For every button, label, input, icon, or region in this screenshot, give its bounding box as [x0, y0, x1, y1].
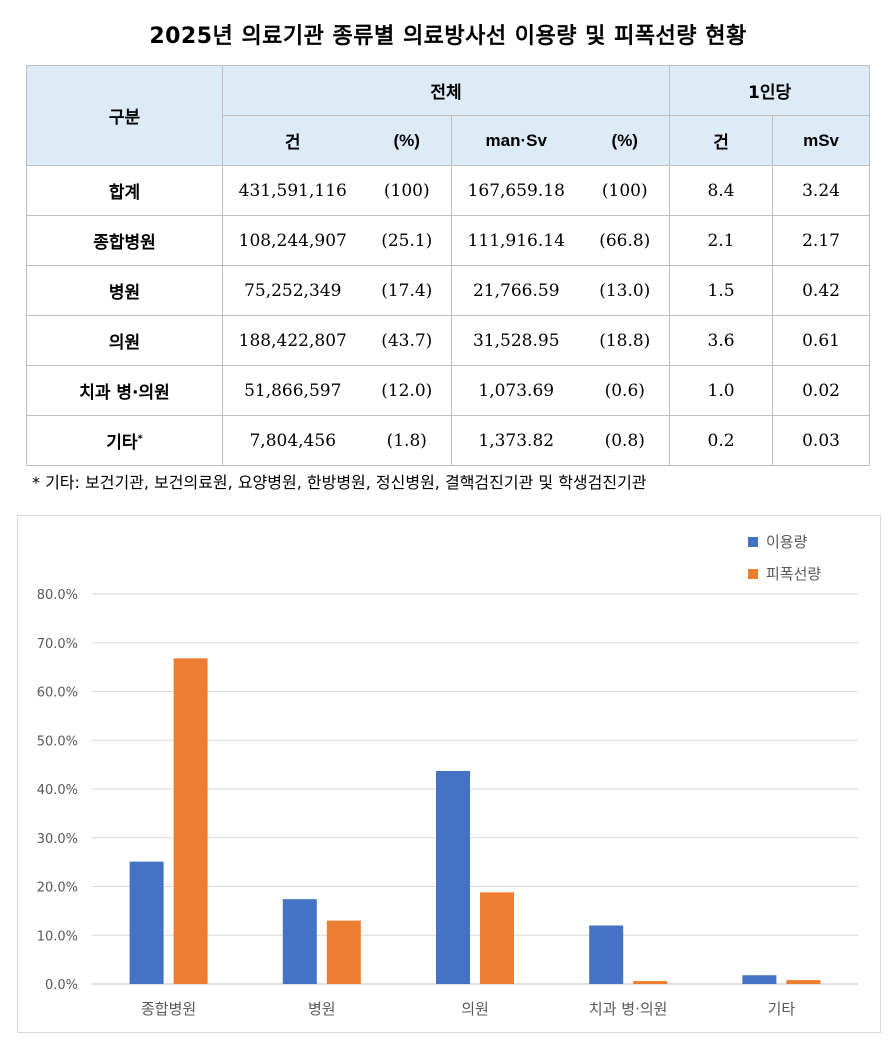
page-title: 2025년 의료기관 종류별 의료방사선 이용량 및 피폭선량 현황 [149, 24, 747, 49]
cell-count-percent: (25.1) [362, 215, 452, 266]
cell-per-capita-count: 1.5 [669, 265, 774, 316]
row-label: 합계 [26, 165, 223, 216]
cell-per-capita-dose: 3.24 [772, 165, 871, 216]
x-tick-label: 치과 병·의원 [589, 1000, 668, 1018]
bar-usage [589, 925, 624, 984]
table-row: 기타* 7,804,456 (1.8) 1,373.82 (0.8) 0.2 0… [26, 415, 871, 466]
x-axis-ticks: 종합병원 병원 의원 치과 병·의원 기타 [141, 1000, 795, 1018]
y-tick-label: 50.0% [37, 734, 78, 749]
bar-chart: 0.0% 10.0% 20.0% 30.0% 40.0% 50.0% 60.0% 70.0% 8… [37, 533, 858, 1018]
cell-count-percent: (100) [362, 165, 452, 216]
footnote: * 기타: 보건기관, 보건의료원, 요양병원, 한방병원, 정신병원, 결핵검… [32, 473, 647, 492]
bar-dose [633, 981, 668, 984]
subheader-dose-percent: (%) [580, 115, 671, 166]
y-tick-label: 40.0% [37, 783, 78, 798]
cell-per-capita-count: 0.2 [669, 415, 774, 466]
bar-dose [480, 892, 514, 984]
table-row: 병원 75,252,349 (17.4) 21,766.59 (13.0) 1.… [26, 265, 871, 316]
bar-usage [742, 975, 777, 984]
cell-count-percent: (17.4) [362, 265, 452, 316]
y-tick-label: 0.0% [45, 978, 78, 993]
cell-count: 7,804,456 [222, 415, 363, 466]
cell-dose: 111,916.14 [451, 215, 581, 266]
header-category: 구분 [26, 65, 223, 166]
cell-dose-percent: (66.8) [580, 215, 671, 266]
cell-count: 75,252,349 [222, 265, 363, 316]
gridlines [92, 593, 858, 985]
cell-dose-percent: (18.8) [580, 315, 671, 366]
subheader-per-capita-count: 건 [669, 115, 774, 166]
bar-usage [282, 899, 317, 984]
cell-per-capita-count: 8.4 [669, 165, 774, 216]
bar-dose [173, 658, 208, 984]
subheader-dose: man·Sv [451, 115, 581, 166]
legend-label: 피폭선량 [766, 565, 821, 583]
cell-dose: 1,373.82 [451, 415, 581, 466]
cell-dose-percent: (13.0) [580, 265, 671, 316]
y-tick-label: 80.0% [37, 588, 78, 603]
row-label: 기타* [26, 415, 223, 466]
header-total: 전체 [221, 65, 671, 116]
cell-count: 51,866,597 [222, 365, 363, 416]
cell-count: 188,422,807 [222, 315, 363, 366]
cell-dose: 1,073.69 [451, 365, 581, 416]
cell-per-capita-dose: 0.42 [772, 265, 871, 316]
cell-per-capita-dose: 0.02 [772, 365, 871, 416]
bar-usage [436, 770, 470, 984]
row-label: 치과 병·의원 [26, 365, 223, 416]
cell-count: 108,244,907 [222, 215, 363, 266]
cell-dose-percent: (100) [580, 165, 671, 216]
chart-area: 0.0% 10.0% 20.0% 30.0% 40.0% 50.0% 60.0% 70.0% 8… [17, 515, 881, 1033]
header-per-capita: 1인당 [669, 65, 871, 116]
cell-count-percent: (1.8) [362, 415, 452, 466]
y-tick-label: 20.0% [37, 881, 78, 896]
cell-count-percent: (43.7) [362, 315, 452, 366]
cell-per-capita-dose: 0.03 [772, 415, 871, 466]
x-tick-label: 기타 [768, 1000, 796, 1018]
table-row: 종합병원 108,244,907 (25.1) 111,916.14 (66.8… [26, 215, 871, 266]
subheader-count-percent: (%) [362, 115, 452, 166]
cell-per-capita-count: 1.0 [669, 365, 774, 416]
y-tick-label: 60.0% [37, 686, 78, 701]
legend-label: 이용량 [766, 533, 808, 551]
row-label: 종합병원 [26, 215, 223, 266]
cell-dose-percent: (0.8) [580, 415, 671, 466]
y-tick-label: 70.0% [37, 637, 78, 652]
cell-count: 431,591,116 [222, 165, 363, 216]
x-tick-label: 병원 [308, 1000, 336, 1018]
bars [129, 658, 821, 984]
cell-per-capita-count: 3.6 [669, 315, 774, 366]
cell-dose-percent: (0.6) [580, 365, 671, 416]
table-row: 치과 병·의원 51,866,597 (12.0) 1,073.69 (0.6)… [26, 365, 871, 416]
cell-per-capita-dose: 0.61 [772, 315, 871, 366]
bar-dose [786, 980, 821, 984]
bar-dose [326, 920, 361, 984]
y-tick-label: 10.0% [37, 929, 78, 944]
table-row: 합계 431,591,116 (100) 167,659.18 (100) 8.… [26, 165, 871, 216]
x-tick-label: 종합병원 [141, 1000, 196, 1018]
cell-per-capita-dose: 2.17 [772, 215, 871, 266]
cell-dose: 167,659.18 [451, 165, 581, 216]
table-row: 의원 188,422,807 (43.7) 31,528.95 (18.8) 3… [26, 315, 871, 366]
x-tick-label: 의원 [461, 1000, 489, 1018]
cell-count-percent: (12.0) [362, 365, 452, 416]
cell-per-capita-count: 2.1 [669, 215, 774, 266]
bar-usage [129, 861, 164, 984]
subheader-per-capita-dose: mSv [772, 115, 871, 166]
legend-swatch [748, 569, 758, 579]
radiation-stats-table: 구분 전체 1인당 건 (%) man·Sv (%) 건 mSv 합계 431,… [26, 65, 871, 466]
subheader-count: 건 [222, 115, 363, 166]
row-label: 병원 [26, 265, 223, 316]
row-label: 의원 [26, 315, 223, 366]
cell-dose: 21,766.59 [451, 265, 581, 316]
cell-dose: 31,528.95 [451, 315, 581, 366]
y-tick-label: 30.0% [37, 832, 78, 847]
y-axis-ticks: 0.0% 10.0% 20.0% 30.0% 40.0% 50.0% 60.0% 70.0% 8… [37, 588, 78, 993]
legend-swatch [748, 537, 758, 547]
